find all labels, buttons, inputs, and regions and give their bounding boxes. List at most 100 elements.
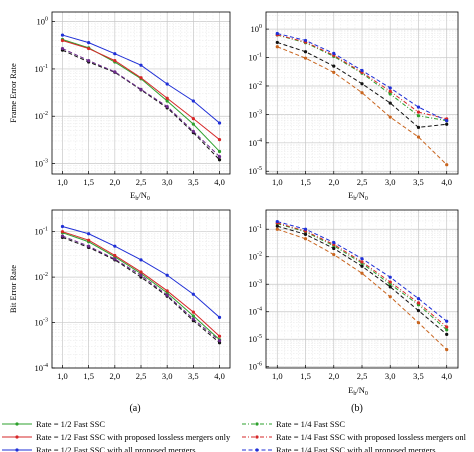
data-point — [416, 105, 421, 109]
x-tick-label: 3,5 — [188, 371, 199, 381]
y-tick-label: 10-2 — [35, 111, 49, 121]
legend-item: Rate = 1/2 Fast SSC — [2, 419, 105, 429]
legend-label: Rate = 1/4 Fast SSC with all proposed me… — [276, 445, 436, 452]
legend-label: Rate = 1/4 Fast SSC with proposed lossle… — [276, 432, 467, 442]
series-3 — [275, 31, 449, 123]
x-tick-label: 2,0 — [328, 371, 339, 381]
data-point — [416, 301, 421, 305]
data-point — [217, 138, 222, 142]
data-point — [139, 63, 143, 67]
data-point — [303, 38, 308, 43]
legend-item: Rate = 1/2 Fast SSC with proposed lossle… — [2, 432, 231, 442]
series-2 — [60, 230, 222, 338]
data-point — [416, 135, 421, 139]
x-tick-label: 3,0 — [162, 371, 173, 381]
legend-marker — [255, 422, 259, 426]
data-point — [303, 50, 308, 54]
data-point — [217, 154, 222, 159]
data-point — [87, 46, 91, 51]
data-point — [275, 31, 279, 36]
data-point — [275, 45, 279, 49]
y-tick-label: 100 — [251, 24, 263, 34]
data-point — [445, 163, 449, 167]
data-point — [416, 297, 421, 301]
data-point — [388, 295, 392, 299]
y-tick-label: 10-3 — [35, 318, 49, 328]
y-axis-label: Frame Error Rate — [8, 63, 18, 123]
y-tick-label: 10-1 — [249, 224, 263, 234]
data-point — [332, 70, 336, 75]
legend-marker — [15, 422, 19, 426]
legend-label: Rate = 1/4 Fast SSC — [276, 419, 345, 429]
series-5 — [60, 234, 222, 343]
data-point — [165, 273, 169, 277]
data-point — [303, 237, 308, 241]
series-5 — [275, 45, 449, 167]
series-2 — [60, 38, 222, 142]
x-tick-label: 3,0 — [385, 177, 396, 187]
legend-marker — [15, 435, 19, 439]
x-tick-label: 2,5 — [357, 177, 368, 187]
data-point — [191, 314, 195, 318]
chart-panel-1: 1,0 1,5 2,0 2,5 3,0 3,5 4,0 100 10-1 10-2 10-3 Fram… — [8, 11, 231, 187]
data-point — [388, 86, 392, 90]
y-tick-label: 10-4 — [249, 307, 263, 317]
data-point — [217, 339, 222, 343]
y-tick-label: 10-4 — [249, 138, 263, 148]
caption-a: (a) — [129, 403, 140, 414]
data-point — [139, 76, 143, 80]
data-point — [60, 234, 65, 238]
y-tick-label: 10-2 — [35, 272, 49, 282]
data-point — [332, 51, 336, 55]
chart-panel-2: 1,0 1,5 2,0 2,5 3,0 3,5 4,0 100 10-1 10-2 10-3 10-4… — [249, 11, 459, 187]
data-point — [217, 158, 222, 162]
x-tick-label: 3,0 — [162, 177, 173, 187]
data-point — [113, 52, 117, 56]
data-point — [388, 101, 392, 105]
grid — [52, 210, 230, 369]
x-tick-label: 1,0 — [57, 371, 68, 381]
data-point — [87, 59, 91, 63]
data-point — [113, 59, 117, 63]
data-point — [139, 258, 143, 262]
data-point — [303, 227, 308, 231]
y-tick-label: 10-1 — [249, 53, 263, 63]
x-tick-label: 2,5 — [357, 371, 368, 381]
y-tick-label: 10-3 — [249, 279, 263, 289]
legend-label: Rate = 1/2 Fast SSC with all proposed me… — [36, 445, 196, 452]
data-point — [275, 40, 279, 45]
x-tick-label: 4,0 — [214, 177, 225, 187]
data-point — [60, 46, 65, 51]
xaxis-label-top-left: Eb/N0 — [130, 190, 150, 202]
data-point — [165, 104, 169, 109]
data-point — [217, 334, 222, 338]
x-tick-label: 1,5 — [300, 371, 311, 381]
y-tick-label: 10-6 — [249, 362, 263, 372]
legend-item: Rate = 1/4 Fast SSC with all proposed me… — [242, 445, 436, 452]
data-point — [191, 292, 195, 296]
data-point — [332, 252, 336, 257]
x-tick-label: 2,0 — [110, 177, 121, 187]
data-point — [113, 244, 117, 248]
data-point — [217, 315, 222, 319]
chart-panel-3: 1,0 1,5 2,0 2,5 3,0 3,5 4,0 10-1 10-2 10-3 10-4 Bit… — [8, 209, 231, 381]
data-point — [113, 253, 117, 258]
legend-right: Rate = 1/4 Fast SSC Rate = 1/4 Fast SSC w… — [242, 419, 467, 452]
data-point — [217, 121, 222, 125]
x-tick-label: 2,5 — [136, 177, 147, 187]
data-point — [388, 275, 392, 279]
data-point — [191, 129, 195, 133]
data-point — [332, 64, 336, 68]
data-point — [388, 92, 392, 96]
data-point — [303, 56, 308, 60]
data-point — [191, 310, 195, 314]
x-tick-label: 1,0 — [272, 371, 283, 381]
data-point — [445, 332, 449, 336]
data-point — [416, 321, 421, 325]
xaxis-label-top-right: Eb/N0 — [348, 190, 368, 202]
legend-item: Rate = 1/4 Fast SSC — [242, 419, 345, 429]
y-tick-label: 10-4 — [35, 363, 49, 373]
x-tick-label: 3,5 — [413, 371, 424, 381]
series-5 — [60, 46, 222, 159]
